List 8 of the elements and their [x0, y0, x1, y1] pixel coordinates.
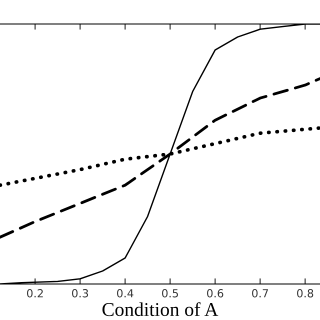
x-tick-label: 0.7: [252, 289, 268, 298]
x-tick-label: 0.3: [72, 289, 88, 298]
x-tick-label: 0.6: [207, 289, 224, 298]
x-tick-label: 0.2: [27, 289, 43, 298]
x-axis-title: Condition of A: [102, 302, 218, 316]
x-tick-label: 0.8: [297, 289, 314, 298]
x-tick-label: 0.4: [117, 289, 134, 298]
x-tick-label: 0.5: [162, 289, 178, 298]
